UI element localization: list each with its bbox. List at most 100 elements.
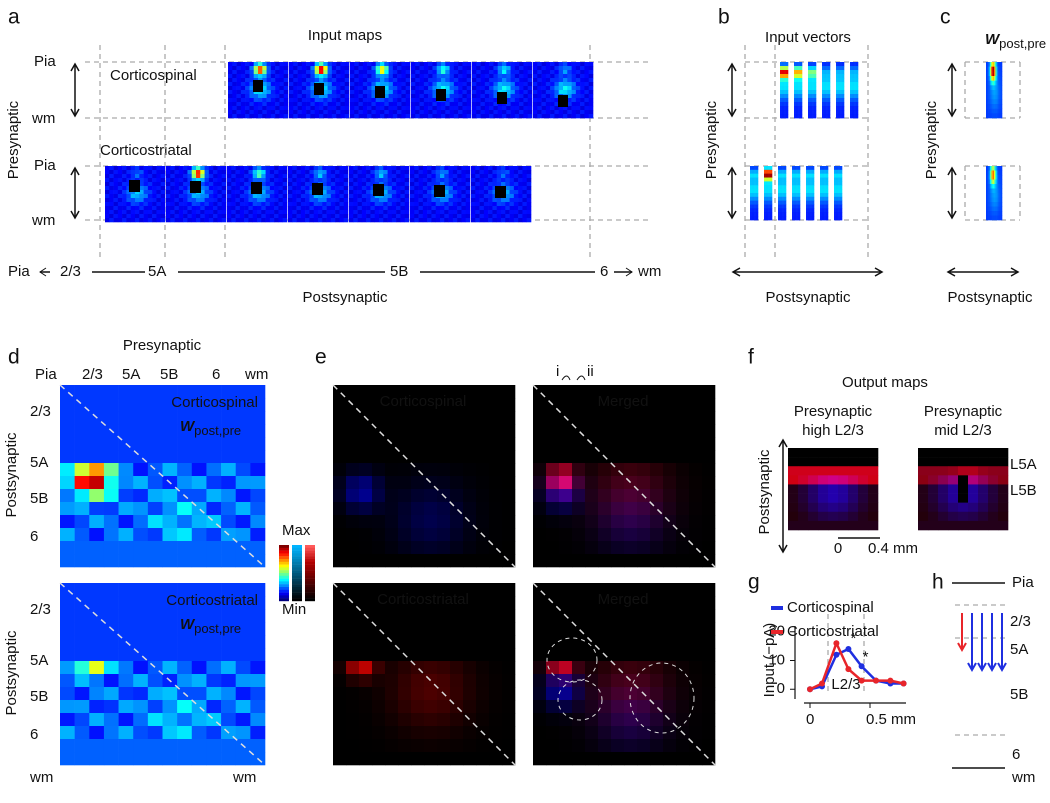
cell [489,106,494,110]
cell [332,98,337,102]
cell [262,70,267,74]
cell [485,66,490,70]
cell [152,194,157,198]
cell [187,210,192,214]
cell [522,186,527,190]
cell [419,166,424,170]
cell [323,110,328,114]
cell [424,78,429,82]
cell [515,114,520,118]
cell [350,74,355,78]
cell [118,210,123,214]
cell [248,174,253,178]
cell [419,182,424,186]
cell [436,178,441,182]
cell [362,202,367,206]
cell [787,102,788,106]
cell [546,114,551,118]
cell [331,182,336,186]
cell [362,198,367,202]
cell [232,114,237,118]
cell [266,190,271,194]
cell [310,62,315,66]
cell [126,206,131,210]
cell [257,210,262,214]
cell [367,74,372,78]
cell [445,62,450,66]
cell [449,214,454,218]
cell [467,106,472,110]
cell [293,110,298,114]
cell [537,62,542,66]
cell [458,110,463,114]
cell [298,94,303,98]
cell [580,82,585,86]
cell [523,90,528,94]
cell [457,170,462,174]
cell [411,62,416,66]
cell [371,74,376,78]
cell [354,114,359,118]
cell [354,74,359,78]
cell [306,74,311,78]
cell [537,98,542,102]
cell [253,170,258,174]
cell [515,86,520,90]
cell [476,74,481,78]
cell [589,86,594,90]
cell [444,218,449,222]
cell [309,174,314,178]
cell [546,102,551,106]
cell [485,74,490,78]
cell [275,106,280,110]
cell [227,194,232,198]
cell [196,198,201,202]
cell [533,98,538,102]
cell [519,114,524,118]
cell [161,174,166,178]
cell [105,210,110,214]
cell [523,98,528,102]
cell [388,202,393,206]
cell [114,190,119,194]
cell [528,106,533,110]
cell [827,170,828,174]
cell [505,210,510,214]
cell [518,166,523,170]
cell [801,106,802,110]
cell [420,70,425,74]
cell [493,78,498,82]
label: Pia [34,157,56,174]
cell [318,214,323,218]
cell [489,98,494,102]
cell [461,170,466,174]
cell [345,74,350,78]
cell [441,110,446,114]
cell [305,182,310,186]
cell [322,218,327,222]
cell [423,214,428,218]
cell [383,214,388,218]
cell [489,82,494,86]
cell [358,166,363,170]
cell [228,110,233,114]
cell [785,189,786,193]
cell [309,210,314,214]
cell [480,178,485,182]
cell [785,208,786,212]
cell [437,106,442,110]
cell [375,202,380,206]
cell [323,102,328,106]
cell [227,186,232,190]
cell [567,110,572,114]
cell [580,102,585,106]
cell [241,82,246,86]
cell [472,106,477,110]
cell [315,98,320,102]
cell [428,66,433,70]
cell [799,193,800,197]
cell [205,210,210,214]
cell [458,82,463,86]
cell [563,78,568,82]
cell [305,186,310,190]
